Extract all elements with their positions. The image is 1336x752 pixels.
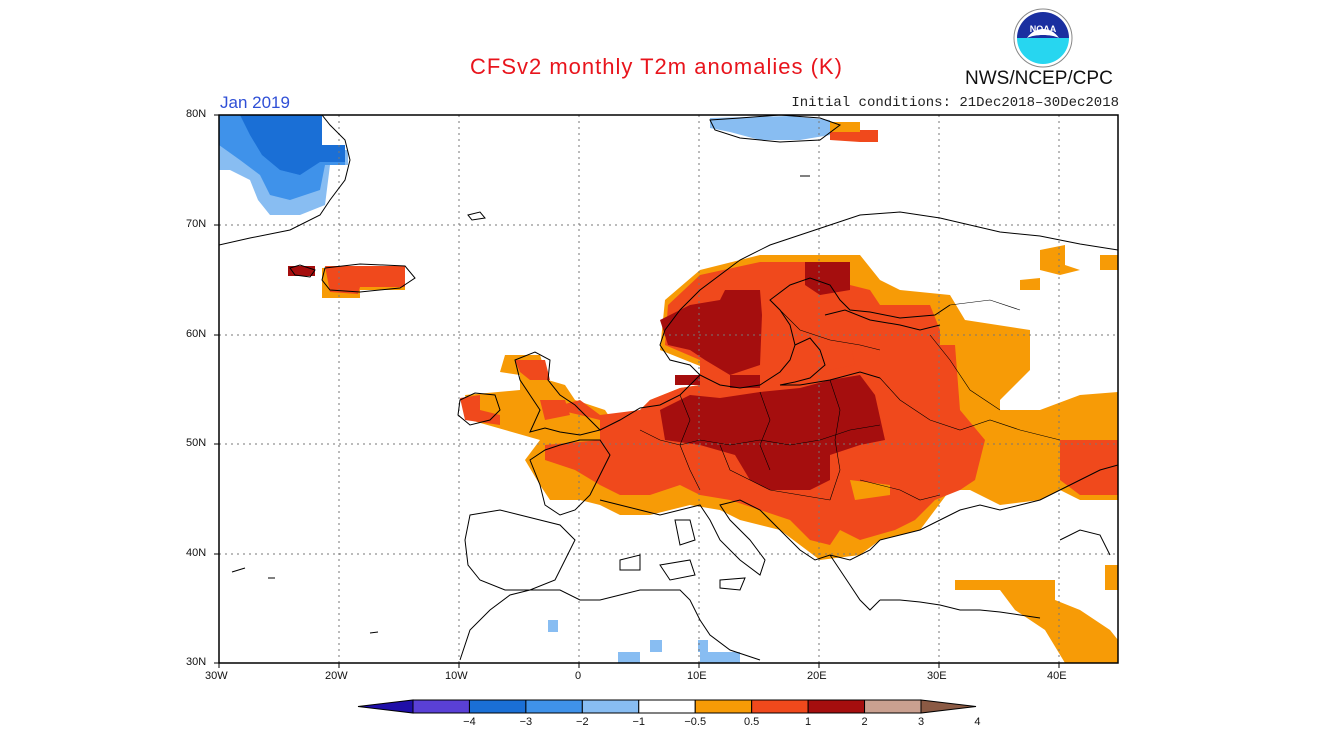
- noaa-logo-icon: NOAA: [1013, 8, 1073, 68]
- gridlines: [219, 115, 1118, 663]
- lat-label-40n: 40N: [186, 547, 207, 559]
- tick-marks: [214, 114, 1060, 668]
- scandinavia-darkred: [660, 290, 762, 375]
- lon-label-10w: 10W: [445, 670, 468, 682]
- colorbar-swatch: [525, 699, 583, 714]
- middle-east-orange: [955, 580, 1118, 663]
- lon-label-30w: 30W: [205, 670, 228, 682]
- agency-label: NWS/NCEP/CPC: [965, 68, 1113, 89]
- lon-label-30e: 30E: [927, 670, 947, 682]
- north-africa-blue: [618, 652, 640, 663]
- colorbar-swatch: [864, 699, 922, 714]
- colorbar-swatch: [807, 699, 866, 714]
- forecast-month: Jan 2019: [220, 93, 290, 112]
- colorbar-tick-label: 2: [861, 716, 868, 728]
- lon-label-20w: 20W: [325, 670, 348, 682]
- central-europe-darkred: [660, 375, 885, 490]
- initial-conditions: Initial conditions: 21Dec2018–30Dec2018: [791, 95, 1119, 111]
- colorbar-swatch: [412, 699, 470, 714]
- lat-label-30n: 30N: [186, 656, 207, 668]
- colorbar-swatch: [638, 699, 696, 714]
- lat-label-70n: 70N: [186, 218, 207, 230]
- colorbar-tick-label: 1: [805, 716, 812, 728]
- colorbar-tick-label: −0.5: [684, 716, 707, 728]
- colorbar-swatch: [581, 699, 640, 714]
- lat-label-80n: 80N: [186, 108, 207, 120]
- colorbar-tick-label: −1: [632, 716, 646, 728]
- colorbar-tick-label: −3: [519, 716, 533, 728]
- colorbar-swatch: [751, 699, 809, 714]
- colorbar-tick-label: −4: [463, 716, 476, 728]
- borders: [639, 299, 1061, 501]
- lon-label-0: 0: [575, 670, 582, 682]
- colorbar-tick-label: 4: [974, 716, 981, 728]
- logo-text: NOAA: [1030, 24, 1057, 34]
- lat-label-50n: 50N: [186, 437, 207, 449]
- map-frame: [218, 114, 1119, 664]
- lon-label-20e: 20E: [807, 670, 827, 682]
- lon-label-40e: 40E: [1047, 670, 1067, 682]
- colorbar-swatch: [694, 699, 753, 714]
- anomaly-fields: [219, 115, 1118, 663]
- colorbar-swatch-min: [357, 699, 414, 714]
- lat-label-60n: 60N: [186, 328, 207, 340]
- lon-label-10e: 10E: [687, 670, 707, 682]
- chart-title: CFSv2 monthly T2m anomalies (K): [470, 54, 843, 79]
- colorbar-tick-label: −2: [576, 716, 589, 728]
- colorbar-tick-label: 0.5: [744, 716, 760, 728]
- svalbard-anomaly: [710, 116, 830, 140]
- colorbar-tick-label: 3: [917, 716, 925, 728]
- colorbar-swatch: [468, 699, 527, 714]
- coastlines: [219, 115, 1118, 661]
- colorbar-swatch-max: [920, 699, 977, 714]
